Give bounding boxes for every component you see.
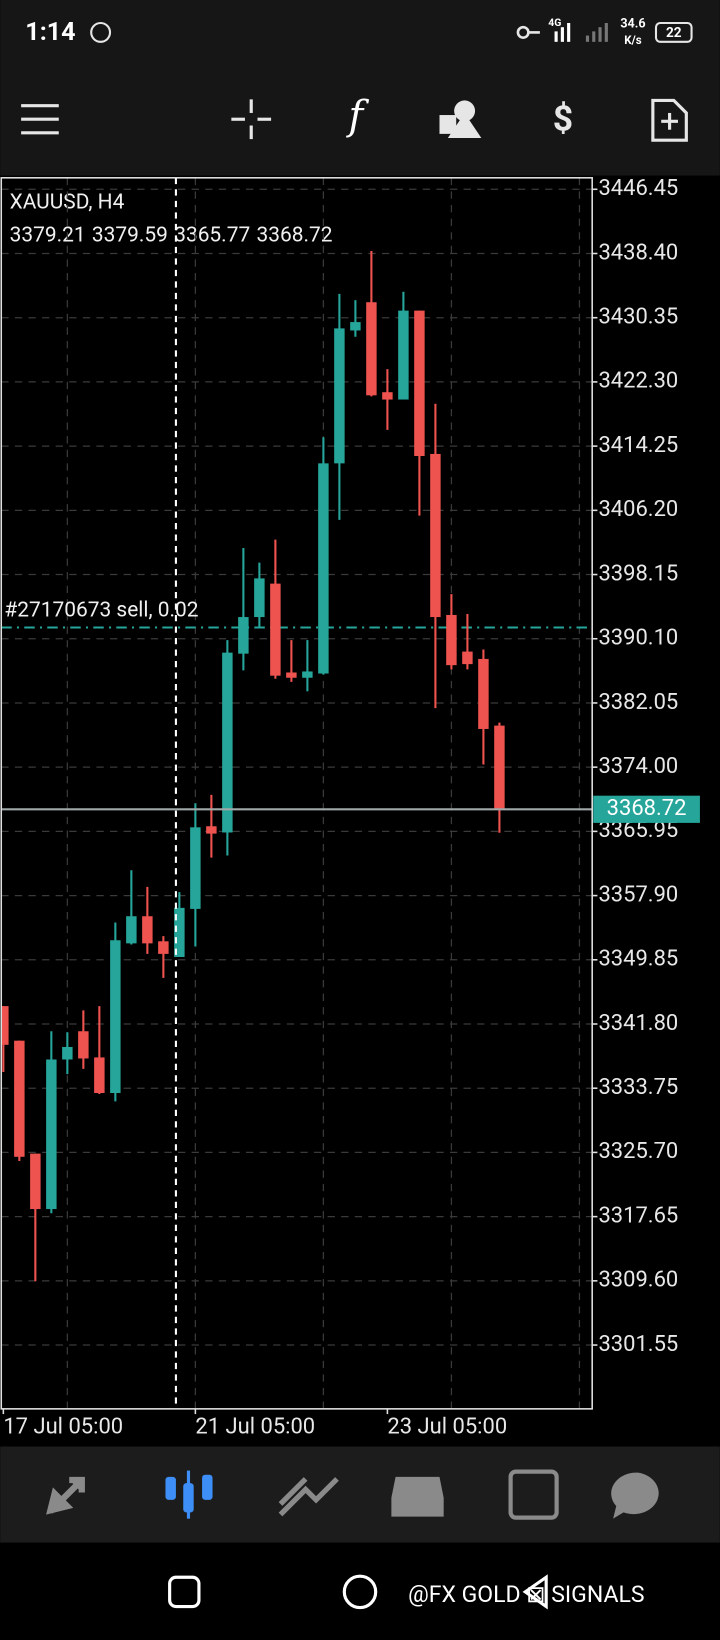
ohlc-high: 3379.59 (92, 223, 168, 247)
bottom-nav (0, 1446, 720, 1543)
recents-button[interactable] (168, 1575, 201, 1609)
y-tick-label: 3301.55 (598, 1332, 678, 1357)
trade-tab[interactable] (278, 1477, 339, 1517)
menu-button[interactable] (21, 104, 59, 135)
quotes-tab[interactable] (46, 1476, 85, 1515)
new-order-button[interactable] (651, 98, 688, 142)
y-tick-label: 3317.65 (598, 1203, 678, 1228)
y-tick-label: 3398.15 (598, 561, 678, 586)
y-tick-label: 3349.85 (598, 947, 678, 972)
y-tick-label: 3382.05 (598, 690, 678, 715)
y-tick-label: 3414.25 (598, 433, 678, 458)
candle-body (1, 1006, 9, 1045)
candle-body (142, 916, 153, 944)
candle-body (78, 1031, 89, 1059)
candle-body (286, 672, 297, 678)
ohlc-open: 3379.21 (10, 223, 86, 247)
x-tick-label: 21 Jul 05:00 (195, 1414, 315, 1439)
trade-button[interactable]: $ (553, 98, 573, 140)
candle-body (30, 1153, 41, 1210)
x-tick-label: 23 Jul 05:00 (387, 1414, 507, 1439)
news-tab[interactable] (508, 1469, 559, 1520)
y-tick-label: 3357.90 (598, 882, 678, 907)
price-label: 3368.72 (607, 796, 687, 821)
candle-body (494, 725, 505, 810)
x-tick-label: 17 Jul 05:00 (3, 1414, 123, 1439)
status-icons: 4G 34.6 K/s 22 (516, 16, 693, 47)
candle-body (334, 328, 345, 464)
crosshair-button[interactable] (231, 99, 272, 140)
y-tick-label: 3341.80 (598, 1011, 678, 1036)
candle-body (382, 392, 393, 400)
price-label-bg (593, 795, 700, 823)
home-button[interactable] (342, 1574, 378, 1610)
candle-body (478, 658, 489, 729)
plot-frame (0, 177, 593, 1410)
y-tick-label: 3446.45 (598, 176, 678, 201)
candles (1, 251, 505, 1282)
candle-body (126, 916, 137, 944)
network-type: 4G (548, 16, 561, 29)
candle-body (62, 1046, 73, 1060)
candle-body (94, 1057, 105, 1093)
order-label: #27170673 sell, 0.02 (4, 598, 198, 622)
y-tick-label: 3333.75 (598, 1075, 678, 1100)
candle-body (318, 463, 329, 674)
candle-body (270, 583, 281, 676)
candle-body (158, 941, 169, 954)
candle-body (462, 651, 473, 665)
candle-body (222, 652, 233, 833)
candle-body (254, 578, 265, 618)
candle-body (206, 826, 217, 834)
y-tick-label: 3309.60 (598, 1268, 678, 1293)
battery: 22 (666, 25, 682, 41)
clock: 1:14 (25, 18, 75, 47)
candle-body (414, 310, 425, 457)
candle-body (366, 302, 377, 396)
y-tick-label: 3374.00 (598, 754, 678, 779)
ohlc-low: 3365.77 (174, 223, 250, 247)
y-tick-label: 3438.40 (598, 240, 678, 265)
candle-body (446, 614, 457, 666)
net-speed-unit: K/s (624, 33, 642, 47)
candle-body (46, 1059, 57, 1210)
watermark: @FX GOLD ⊠ SIGNALS (408, 1581, 644, 1608)
y-tick-label: 3390.10 (598, 626, 678, 651)
candle-body (430, 453, 441, 618)
net-speed: 34.6 (620, 16, 645, 31)
objects-button[interactable] (439, 100, 482, 139)
y-tick-label: 3430.35 (598, 305, 678, 330)
messages-tab[interactable] (611, 1472, 659, 1519)
candle-body (350, 322, 361, 331)
candle-body (190, 827, 201, 909)
status-icon (90, 21, 112, 43)
bottom-nav-icons (46, 1469, 659, 1520)
back-button[interactable] (522, 1574, 548, 1610)
system-nav (0, 1542, 720, 1640)
y-tick-label: 3422.30 (598, 369, 678, 394)
candle-body (398, 310, 409, 400)
candle-body (174, 907, 185, 958)
candle-body (238, 617, 249, 654)
ohlc-close: 3368.72 (256, 223, 332, 247)
ohlc-readout: 3379.21 3379.59 3365.77 3368.72 (10, 223, 333, 247)
history-tab[interactable] (391, 1476, 444, 1517)
candle-body (14, 1040, 25, 1157)
y-tick-label: 3406.20 (598, 497, 678, 522)
y-tick-label: 3325.70 (598, 1139, 678, 1164)
chart-tab[interactable] (165, 1470, 213, 1519)
candle-body (110, 940, 121, 1093)
candle-body (302, 671, 313, 678)
